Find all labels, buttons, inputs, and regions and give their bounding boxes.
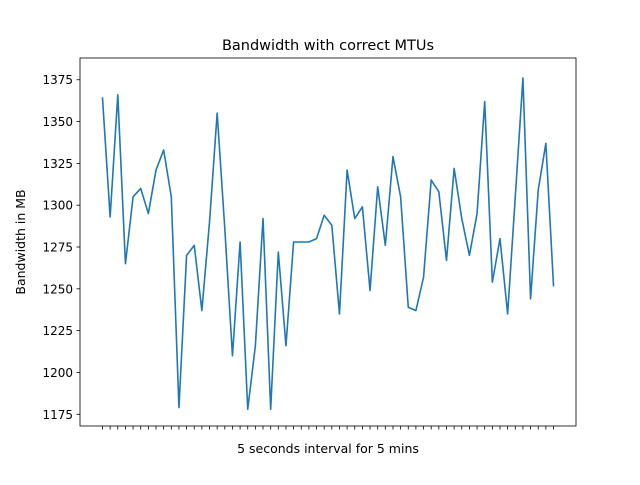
y-axis-label: Bandwidth in MB [13,189,28,294]
series-lines [101,77,555,411]
plot-frame [79,57,577,427]
y-tick-label: 1300 [42,199,73,213]
y-tick-label: 1225 [42,324,73,338]
plot-area [80,58,576,426]
x-axis-ticks [102,426,554,430]
y-tick-label: 1200 [42,366,73,380]
x-axis-label: 5 seconds interval for 5 mins [237,441,419,456]
series-line [101,77,555,411]
y-tick-label: 1250 [42,282,73,296]
y-tick-label: 1275 [42,241,73,255]
y-tick-label: 1175 [42,408,73,422]
y-axis-ticks: 1175 1200 1225 1250 1275 1300 1325 1350 1375 [42,73,80,422]
y-tick-label: 1375 [42,73,73,87]
chart-title: Bandwidth with correct MTUs [222,38,434,54]
y-tick-label: 1325 [42,157,73,171]
y-tick-label: 1350 [42,115,73,129]
